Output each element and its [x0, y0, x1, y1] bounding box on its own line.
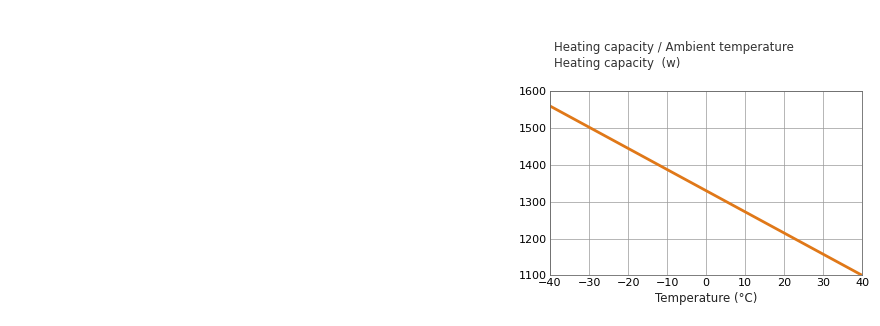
Text: Heating capacity  (w): Heating capacity (w) [554, 57, 681, 70]
X-axis label: Temperature (°C): Temperature (°C) [655, 292, 758, 305]
Text: Heating capacity / Ambient temperature: Heating capacity / Ambient temperature [554, 41, 795, 54]
